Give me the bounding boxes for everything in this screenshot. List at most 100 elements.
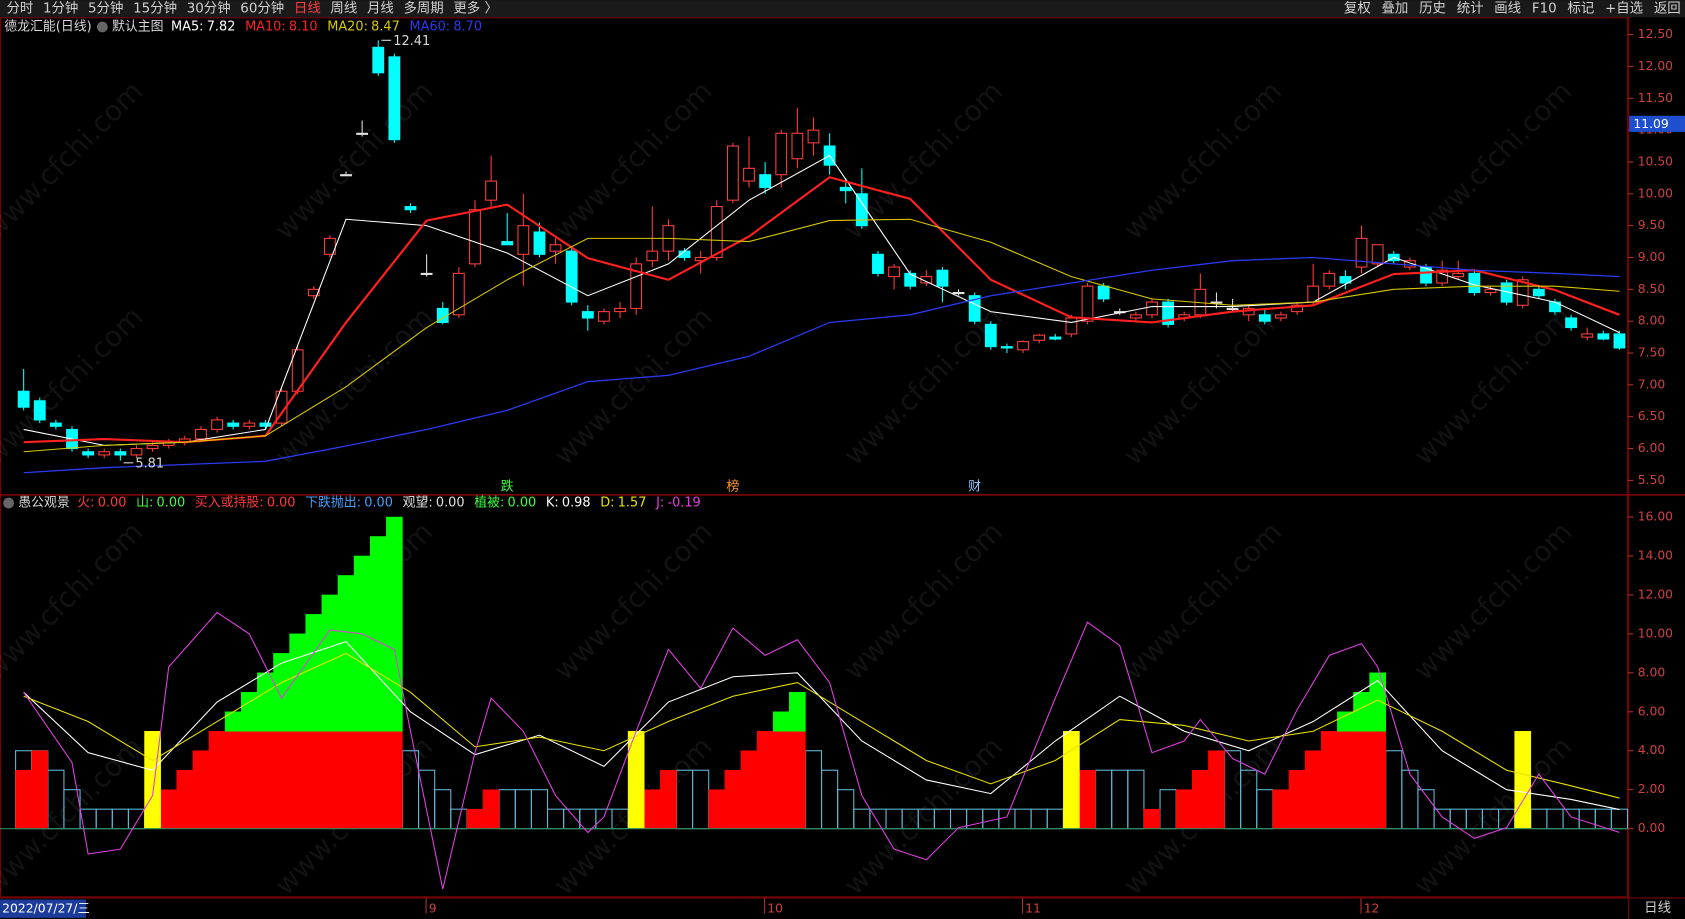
- candle-body: [1210, 301, 1223, 304]
- bar: [386, 731, 403, 829]
- bar: [224, 731, 242, 829]
- bar: [353, 555, 371, 732]
- candle-body: [259, 422, 272, 427]
- legend-value: 0.00: [508, 496, 537, 511]
- candle-body: [469, 209, 481, 265]
- toolbar-item[interactable]: +自选: [1605, 1, 1643, 17]
- frame: [0, 17, 1629, 898]
- bar: [1208, 750, 1225, 829]
- price-label: 11.09: [1633, 117, 1668, 131]
- bar: [257, 672, 274, 732]
- legend-value: 8.47: [371, 19, 400, 34]
- toolbar-item[interactable]: 1分钟: [43, 0, 78, 17]
- candle-body: [356, 132, 369, 135]
- y-tick-label: 11.50: [1638, 91, 1673, 105]
- candle-body: [211, 419, 223, 430]
- toolbar-item[interactable]: 历史: [1419, 1, 1446, 17]
- bar: [192, 750, 210, 829]
- candle-body: [839, 186, 852, 192]
- line-series: [23, 652, 1620, 799]
- toolbar-item[interactable]: 5分钟: [88, 0, 123, 17]
- low-label: 5.81: [135, 456, 164, 471]
- bar: [789, 692, 806, 732]
- bar: [369, 536, 387, 732]
- candle-body: [920, 276, 933, 284]
- bar: [708, 789, 726, 829]
- period-label: 日线: [1644, 900, 1671, 916]
- toolbar-item[interactable]: 标记: [1567, 1, 1594, 17]
- toolbar-item[interactable]: 复权: [1344, 0, 1371, 17]
- legend-value: 0.00: [157, 496, 186, 511]
- legend-value: 7.82: [207, 19, 236, 34]
- candle-body: [759, 174, 772, 188]
- toolbar-item[interactable]: 叠加: [1382, 1, 1409, 17]
- y-tick-label: 8.00: [1638, 665, 1666, 679]
- bar: [756, 731, 774, 829]
- chart-title: 愚公观景: [18, 496, 70, 511]
- toolbar-item[interactable]: 画线: [1494, 1, 1521, 17]
- bar: [208, 731, 226, 829]
- legend-value: 0.00: [364, 496, 393, 511]
- bar: [15, 769, 32, 829]
- y-tick-label: 9.00: [1638, 250, 1666, 264]
- toolbar-item[interactable]: 返回: [1654, 1, 1681, 17]
- candle-body: [1146, 301, 1158, 316]
- legend-name: 买入或持股:: [195, 496, 264, 511]
- candle-body: [1017, 341, 1029, 351]
- bar: [305, 731, 323, 829]
- toolbar-item[interactable]: 更多 〉: [453, 0, 498, 17]
- y-tick-label: 8.00: [1638, 314, 1666, 328]
- candle-body: [936, 269, 949, 287]
- line-series: [23, 176, 1620, 444]
- candle-body: [1484, 288, 1497, 294]
- candle-body: [581, 311, 594, 319]
- legend-name: 植被:: [474, 496, 504, 511]
- legend-name: J:: [655, 496, 664, 511]
- toolbar-item[interactable]: 日线: [294, 1, 321, 17]
- candle-body: [388, 56, 401, 141]
- toolbar-item[interactable]: 统计: [1457, 1, 1484, 17]
- y-tick-label: 5.50: [1638, 473, 1666, 487]
- candle-body: [1436, 269, 1449, 284]
- candle-body: [1403, 260, 1416, 268]
- candle-body: [1001, 346, 1013, 349]
- bar: [1175, 789, 1193, 829]
- candle-body: [114, 451, 127, 456]
- toolbar-item[interactable]: 周线: [330, 1, 357, 17]
- legend-value: 8.70: [453, 19, 482, 34]
- line-series: [23, 256, 1620, 474]
- y-tick-label: 0.00: [1638, 821, 1666, 835]
- x-tick-label: 9: [429, 902, 437, 916]
- candle-body: [1258, 314, 1271, 322]
- candle-body: [1291, 304, 1303, 313]
- candle-body: [404, 206, 417, 211]
- bar: [789, 731, 806, 829]
- bar: [386, 516, 403, 732]
- y-tick-label: 8.50: [1638, 282, 1666, 296]
- toolbar-item[interactable]: F10: [1532, 2, 1557, 17]
- toolbar-item[interactable]: 60分钟: [240, 0, 284, 17]
- bar: [1353, 692, 1370, 732]
- candle-body: [1597, 333, 1610, 340]
- bar: [1353, 731, 1370, 829]
- legend-name: D:: [600, 496, 614, 511]
- legend-name: 观望:: [403, 495, 433, 511]
- bar: [289, 731, 306, 829]
- toolbar-item[interactable]: 分时: [6, 1, 33, 17]
- toolbar-item[interactable]: 多周期: [403, 0, 443, 17]
- y-tick-label: 7.50: [1638, 346, 1666, 360]
- candle-body: [1339, 276, 1352, 284]
- event-marker: 榜: [726, 478, 739, 494]
- legend-value: 0.00: [98, 496, 127, 511]
- toolbar-item[interactable]: 月线: [367, 1, 394, 17]
- y-tick-label: 12.50: [1638, 27, 1673, 41]
- bar: [660, 769, 677, 829]
- toolbar-item[interactable]: 30分钟: [187, 0, 231, 17]
- legend-name: K:: [546, 496, 559, 511]
- price-box: [1629, 115, 1685, 132]
- legend-name: MA10:: [245, 19, 286, 34]
- toolbar-item[interactable]: 15分钟: [133, 0, 177, 17]
- candle-body: [1452, 272, 1465, 278]
